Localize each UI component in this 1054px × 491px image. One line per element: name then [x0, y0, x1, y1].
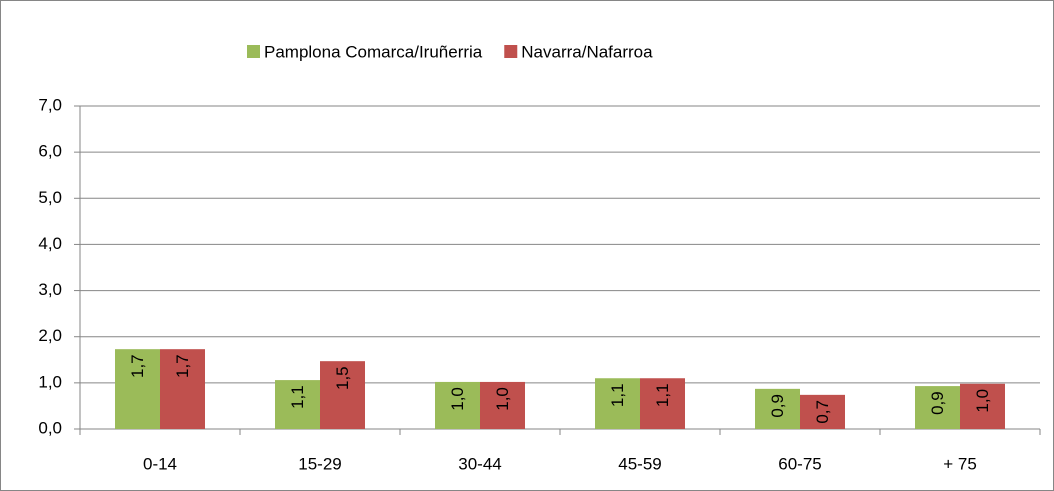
y-tick-label: 6,0: [38, 142, 62, 161]
value-label: 1,5: [333, 366, 352, 390]
value-label: 1,1: [653, 383, 672, 407]
bar: [435, 381, 480, 429]
x-tick-label: 30-44: [458, 454, 501, 473]
value-label: 1,0: [493, 387, 512, 411]
bar: [915, 386, 960, 429]
bar: [595, 378, 640, 429]
bar: [275, 380, 320, 429]
x-tick-label: + 75: [943, 454, 977, 473]
legend-swatch: [247, 45, 260, 58]
value-label: 0,7: [813, 400, 832, 424]
y-tick-label: 3,0: [38, 280, 62, 299]
bar: [160, 349, 205, 429]
y-tick-label: 0,0: [38, 418, 62, 437]
y-tick-label: 7,0: [38, 95, 62, 114]
bar: [755, 388, 800, 429]
bar: [115, 349, 160, 429]
value-label: 1,7: [128, 354, 147, 378]
x-tick-label: 0-14: [143, 454, 177, 473]
legend-label: Pamplona Comarca/Iruñerria: [264, 42, 483, 61]
x-tick-label: 60-75: [778, 454, 821, 473]
x-tick-label: 15-29: [298, 454, 341, 473]
y-tick-label: 4,0: [38, 234, 62, 253]
value-label: 1,1: [288, 385, 307, 409]
bar: [320, 361, 365, 429]
legend-label: Navarra/Nafarroa: [521, 42, 653, 61]
bar: [640, 378, 685, 429]
y-tick-label: 1,0: [38, 372, 62, 391]
legend-swatch: [504, 45, 518, 58]
value-label: 0,9: [768, 394, 787, 418]
x-tick-label: 45-59: [618, 454, 661, 473]
bar: [480, 381, 525, 429]
y-tick-label: 2,0: [38, 326, 62, 345]
value-label: 1,0: [973, 389, 992, 413]
value-label: 1,7: [173, 354, 192, 378]
value-label: 0,9: [928, 391, 947, 415]
bar: [960, 383, 1005, 429]
bar: [800, 394, 845, 429]
y-tick-label: 5,0: [38, 188, 62, 207]
value-label: 1,1: [608, 383, 627, 407]
value-label: 1,0: [448, 387, 467, 411]
